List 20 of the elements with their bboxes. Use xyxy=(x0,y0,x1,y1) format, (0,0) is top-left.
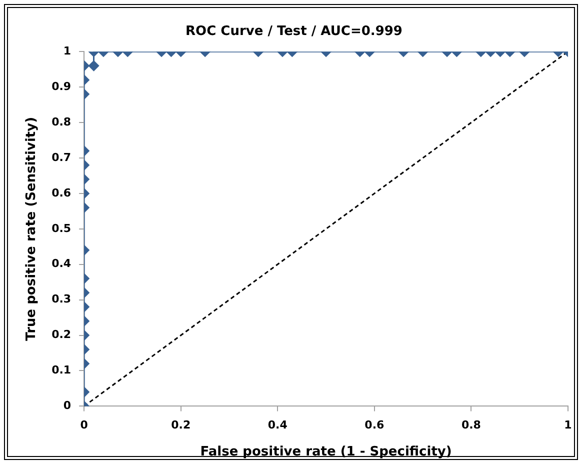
y-tick-label: 0.2 xyxy=(52,328,72,342)
x-tick-label: 1 xyxy=(564,418,572,432)
y-axis-title: True positive rate (Sensitivity) xyxy=(24,116,40,341)
y-tick-label: 0.6 xyxy=(52,186,72,200)
chart-title: ROC Curve / Test / AUC=0.999 xyxy=(186,24,402,40)
y-tick-label: 0.9 xyxy=(52,80,72,93)
x-tick-label: 0.2 xyxy=(171,418,191,432)
x-tick-label: 0.8 xyxy=(461,418,481,432)
x-tick-label: 0 xyxy=(80,418,88,432)
x-tick-label: 0.6 xyxy=(364,418,385,432)
y-tick-label: 0 xyxy=(63,399,72,412)
y-tick-label: 1 xyxy=(63,44,72,58)
y-tick-label: 0.1 xyxy=(52,364,72,377)
y-tick-label: 0.8 xyxy=(52,115,72,128)
y-tick-label: 0.7 xyxy=(52,150,72,164)
y-tick-label: 0.3 xyxy=(52,292,72,306)
y-tick-label: 0.5 xyxy=(52,222,72,235)
y-tick-label: 0.4 xyxy=(52,257,72,270)
x-axis-title: False positive rate (1 - Specificity) xyxy=(200,444,452,460)
x-tick-label: 0.4 xyxy=(268,418,288,432)
